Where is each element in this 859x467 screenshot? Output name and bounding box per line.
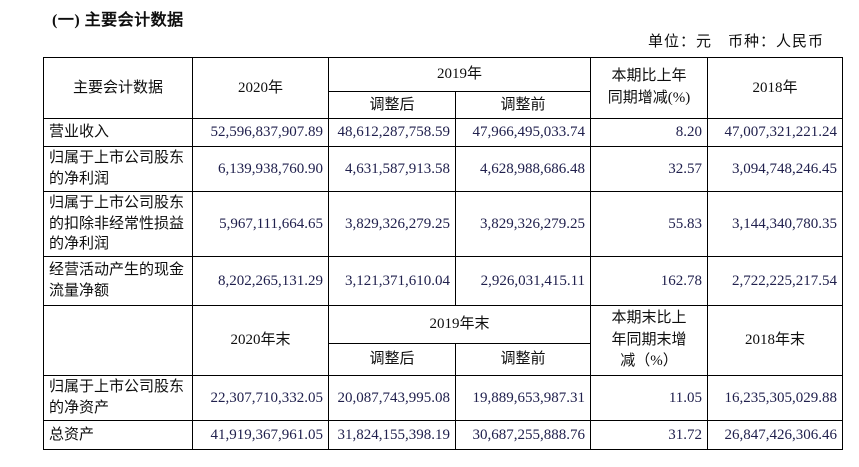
table1-header-row-sub: 调整后 调整前 (44, 91, 843, 119)
col-header-item-empty (43, 305, 193, 377)
cell-change: 162.78 (590, 256, 709, 307)
cell-2019-adjusted: 3,829,326,279.25 (328, 190, 456, 258)
col-header-change: 本期比上年 同期增减(%) (590, 57, 709, 119)
cell-2020: 6,139,938,760.90 (192, 146, 329, 192)
cell-2020: 41,919,367,961.05 (192, 420, 329, 451)
cell-2019-adjusted: 31,824,155,398.19 (328, 420, 456, 451)
table-row-operating-cash-flow: 经营活动产生的现金流量净额 8,202,265,131.29 3,121,371… (43, 256, 844, 307)
cell-2019-before: 2,926,031,415.11 (454, 256, 592, 307)
row-label: 经营活动产生的现金流量净额 (43, 256, 193, 307)
cell-2019-before: 4,628,988,686.48 (454, 146, 592, 192)
table2-header-row-sub: 调整后 调整前 (44, 343, 843, 377)
col-header-2018-end: 2018年末 (707, 305, 844, 377)
cell-2019-before: 30,687,255,888.76 (454, 420, 592, 451)
cell-2020: 8,202,265,131.29 (192, 256, 329, 307)
row-label: 总资产 (43, 420, 193, 451)
cell-2020: 5,967,111,664.65 (192, 190, 329, 258)
col-header-2019-end-adjusted: 调整后 (328, 343, 456, 377)
cell-2019-adjusted: 3,121,371,610.04 (328, 256, 456, 307)
col-header-2018: 2018年 (707, 57, 844, 119)
table1-header-row-top: 主要会计数据 2020年 2019年 本期比上年 同期增减(%) 2018年 (43, 57, 844, 119)
col-header-2019-end-group: 2019年末 (327, 305, 592, 345)
row-label: 归属于上市公司股东的净利润 (43, 146, 193, 192)
cell-2018: 47,007,321,221.24 (707, 118, 844, 147)
row-label: 归属于上市公司股东的扣除非经常性损益的净利润 (43, 190, 193, 258)
cell-2019-before: 19,889,653,987.31 (454, 375, 592, 422)
col-header-2019-end-before: 调整前 (454, 343, 592, 377)
cell-change: 32.57 (590, 146, 709, 192)
col-header-item: 主要会计数据 (43, 57, 193, 119)
cell-2018: 26,847,426,306.46 (707, 420, 844, 451)
cell-2020: 52,596,837,907.89 (192, 118, 329, 147)
col-header-end-change: 本期末比上 年同期末增 减（%） (590, 305, 709, 377)
accounting-data-table: 主要会计数据 2020年 2019年 本期比上年 同期增减(%) 2018年 调… (43, 57, 844, 451)
cell-2019-adjusted: 4,631,587,913.58 (328, 146, 456, 192)
table-row-revenue: 营业收入 52,596,837,907.89 48,612,287,758.59… (43, 118, 844, 147)
col-header-2019-group: 2019年 (327, 57, 592, 92)
table-row-net-profit: 归属于上市公司股东的净利润 6,139,938,760.90 4,631,587… (43, 146, 844, 192)
col-header-2020: 2020年 (192, 57, 329, 119)
cell-2018: 3,094,748,246.45 (707, 146, 844, 192)
cell-change: 11.05 (590, 375, 709, 422)
col-header-2020-end: 2020年末 (192, 305, 329, 377)
unit-note: 单位：元 币种：人民币 (647, 34, 824, 50)
section-title: (一) 主要会计数据 (52, 12, 184, 29)
cell-2018: 3,144,340,780.35 (707, 190, 844, 258)
table-row-net-assets: 归属于上市公司股东的净资产 22,307,710,332.05 20,087,7… (43, 375, 844, 422)
cell-2019-before: 3,829,326,279.25 (454, 190, 592, 258)
cell-2020: 22,307,710,332.05 (192, 375, 329, 422)
col-header-2019-before: 调整前 (454, 91, 592, 119)
col-header-2019-adjusted: 调整后 (328, 91, 456, 119)
row-label: 归属于上市公司股东的净资产 (43, 375, 193, 422)
cell-change: 55.83 (590, 190, 709, 258)
table-row-total-assets: 总资产 41,919,367,961.05 31,824,155,398.19 … (43, 420, 844, 451)
row-label: 营业收入 (43, 118, 193, 147)
table2-header-row-top: 2020年末 2019年末 本期末比上 年同期末增 减（%） 2018年末 (43, 305, 844, 377)
cell-2018: 2,722,225,217.54 (707, 256, 844, 307)
cell-2019-before: 47,966,495,033.74 (454, 118, 592, 147)
cell-change: 31.72 (590, 420, 709, 451)
cell-2019-adjusted: 20,087,743,995.08 (328, 375, 456, 422)
table-row-net-profit-excl-nonrecurring: 归属于上市公司股东的扣除非经常性损益的净利润 5,967,111,664.65 … (43, 190, 844, 258)
cell-2018: 16,235,305,029.88 (707, 375, 844, 422)
cell-2019-adjusted: 48,612,287,758.59 (328, 118, 456, 147)
cell-change: 8.20 (590, 118, 709, 147)
